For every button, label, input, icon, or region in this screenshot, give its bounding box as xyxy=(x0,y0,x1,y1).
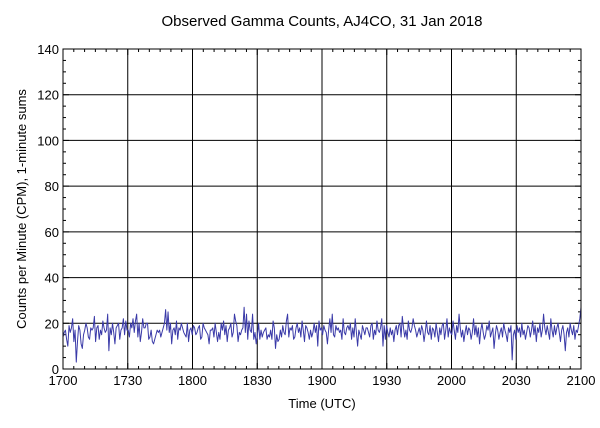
y-axis-label: Counts per Minute (CPM), 1-minute sums xyxy=(14,89,29,329)
y-tick-label: 20 xyxy=(45,316,59,331)
x-tick-label: 1900 xyxy=(308,373,337,388)
series-layer xyxy=(62,306,582,363)
x-tick-label: 1930 xyxy=(372,373,401,388)
x-tick-label: 2100 xyxy=(567,373,596,388)
y-tick-label: 60 xyxy=(45,225,59,240)
y-tick-label: 120 xyxy=(37,88,59,103)
x-tick-label: 2000 xyxy=(437,373,466,388)
chart-title: Observed Gamma Counts, AJ4CO, 31 Jan 201… xyxy=(162,13,483,30)
x-tick-label: 2030 xyxy=(502,373,531,388)
x-tick-label: 1800 xyxy=(178,373,207,388)
y-tick-label: 100 xyxy=(37,133,59,148)
x-tick-label: 1700 xyxy=(49,373,78,388)
y-tick-label: 140 xyxy=(37,42,59,57)
series-line xyxy=(62,306,582,363)
y-tick-label: 40 xyxy=(45,271,59,286)
x-axis-label: Time (UTC) xyxy=(288,396,355,411)
tick-labels: 0 20 40 60 80 100 120 140 1700 1730 1800 1830 1900 19… xyxy=(37,42,595,388)
plot-frame xyxy=(62,48,582,370)
grid-lines xyxy=(63,49,581,369)
y-tick-label: 0 xyxy=(52,362,59,377)
x-tick-label: 1730 xyxy=(113,373,142,388)
y-tick-label: 80 xyxy=(45,179,59,194)
x-tick-label: 1830 xyxy=(243,373,272,388)
